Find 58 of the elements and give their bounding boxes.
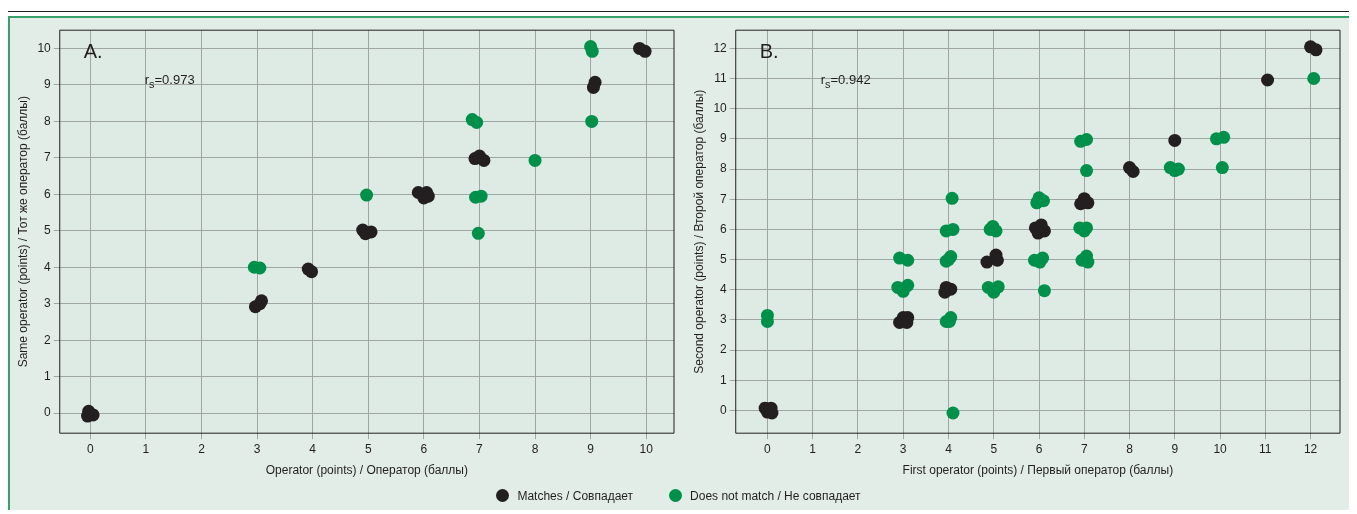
y-tick-label: 4 xyxy=(720,282,728,297)
y-tick-label: 6 xyxy=(720,221,728,236)
x-tick-label: 1 xyxy=(142,441,150,456)
y-tick-label: 0 xyxy=(44,405,52,420)
x-tick-label: 10 xyxy=(639,441,654,456)
x-tick-label: 8 xyxy=(1126,441,1134,456)
x-tick-label: 3 xyxy=(899,441,907,456)
y-tick-label: 6 xyxy=(44,186,52,201)
x-tick-label: 8 xyxy=(531,441,539,456)
y-tick-label: 11 xyxy=(714,70,728,85)
y-tick-label: 7 xyxy=(44,150,52,165)
x-tick-label: 2 xyxy=(198,441,206,456)
x-tick-label: 7 xyxy=(476,441,484,456)
annotation: r$_{s}$=0.942 xyxy=(820,72,871,90)
y-tick-label: 5 xyxy=(44,223,52,238)
y-tick-label: 2 xyxy=(720,342,728,357)
x-tick-label: 4 xyxy=(945,441,953,456)
y-tick-label: 1 xyxy=(44,368,52,383)
x-tick-label: 2 xyxy=(854,441,862,456)
y-tick-label: 9 xyxy=(44,77,52,92)
x-tick-label: 9 xyxy=(1171,441,1179,456)
x-tick-label: 12 xyxy=(1303,441,1318,456)
annotation: r$_{s}$=0.973 xyxy=(144,72,195,90)
x-tick-label: 7 xyxy=(1080,441,1088,456)
legend-label: Does not match / Не совпадает xyxy=(689,489,861,503)
x-axis-title: Operator (points) / Оператор (баллы) xyxy=(265,463,468,478)
y-tick-label: 5 xyxy=(720,251,728,266)
x-tick-label: 4 xyxy=(309,441,317,456)
x-tick-label: 6 xyxy=(1035,441,1043,456)
y-tick-label: 12 xyxy=(713,40,728,55)
x-tick-label: 11 xyxy=(1259,441,1272,456)
y-tick-label: 10 xyxy=(37,40,52,55)
annotation: A. xyxy=(83,40,103,64)
y-tick-label: 10 xyxy=(713,101,728,115)
x-tick-label: 9 xyxy=(587,441,595,456)
y-axis-title: Same operator (points) / Тот же оператор (баллы) xyxy=(15,96,30,368)
x-tick-label: 3 xyxy=(253,441,261,456)
y-tick-label: 1 xyxy=(720,372,728,387)
x-tick-label: 1 xyxy=(809,441,817,456)
x-tick-label: 5 xyxy=(990,441,998,456)
x-tick-label: 0 xyxy=(764,441,772,456)
y-tick-label: 3 xyxy=(720,312,728,327)
y-tick-label: 4 xyxy=(44,259,52,274)
x-tick-label: 6 xyxy=(420,441,428,456)
x-tick-label: 5 xyxy=(364,441,372,456)
y-tick-label: 8 xyxy=(720,161,728,176)
y-tick-label: 3 xyxy=(44,296,52,311)
y-tick-label: 2 xyxy=(44,332,52,347)
legend-label: Matches / Совпадает xyxy=(516,489,634,503)
y-tick-label: 8 xyxy=(44,113,52,128)
y-tick-label: 7 xyxy=(720,191,728,206)
annotation: B. xyxy=(759,40,779,64)
y-tick-label: 9 xyxy=(720,131,728,146)
y-tick-label: 0 xyxy=(720,402,728,417)
x-axis-title: First operator (points) / Первый оператор (баллы) xyxy=(902,463,1174,478)
x-tick-label: 10 xyxy=(1213,441,1228,456)
y-axis-title: Second operator (points) / Второй оператор (баллы) xyxy=(691,89,706,374)
x-tick-label: 0 xyxy=(86,441,94,456)
